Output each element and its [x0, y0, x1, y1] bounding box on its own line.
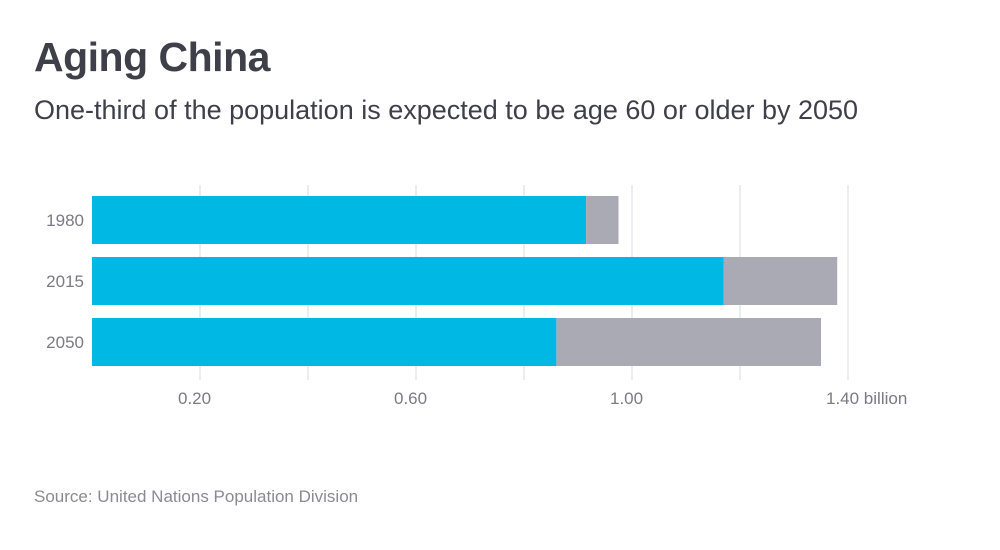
- bar-over60-2015: [723, 257, 838, 305]
- x-tick-label: 1.00: [610, 389, 643, 408]
- x-tick-label: 0.60: [394, 389, 427, 408]
- category-label: 2050: [46, 333, 84, 352]
- bar-under60-2050: [92, 318, 557, 366]
- bar-under60-1980: [92, 196, 587, 244]
- category-label: 2015: [46, 272, 84, 291]
- category-label: 1980: [46, 211, 84, 230]
- bar-over60-1980: [586, 196, 619, 244]
- x-tick-label: 1.40 billion: [826, 389, 907, 408]
- bar-over60-2050: [556, 318, 821, 366]
- chart-title: Aging China: [34, 34, 270, 80]
- bar-under60-2015: [92, 257, 724, 305]
- chart-subtitle: One-third of the population is expected …: [34, 95, 859, 125]
- source-note: Source: United Nations Population Divisi…: [34, 487, 359, 506]
- x-tick-label: 0.20: [178, 389, 211, 408]
